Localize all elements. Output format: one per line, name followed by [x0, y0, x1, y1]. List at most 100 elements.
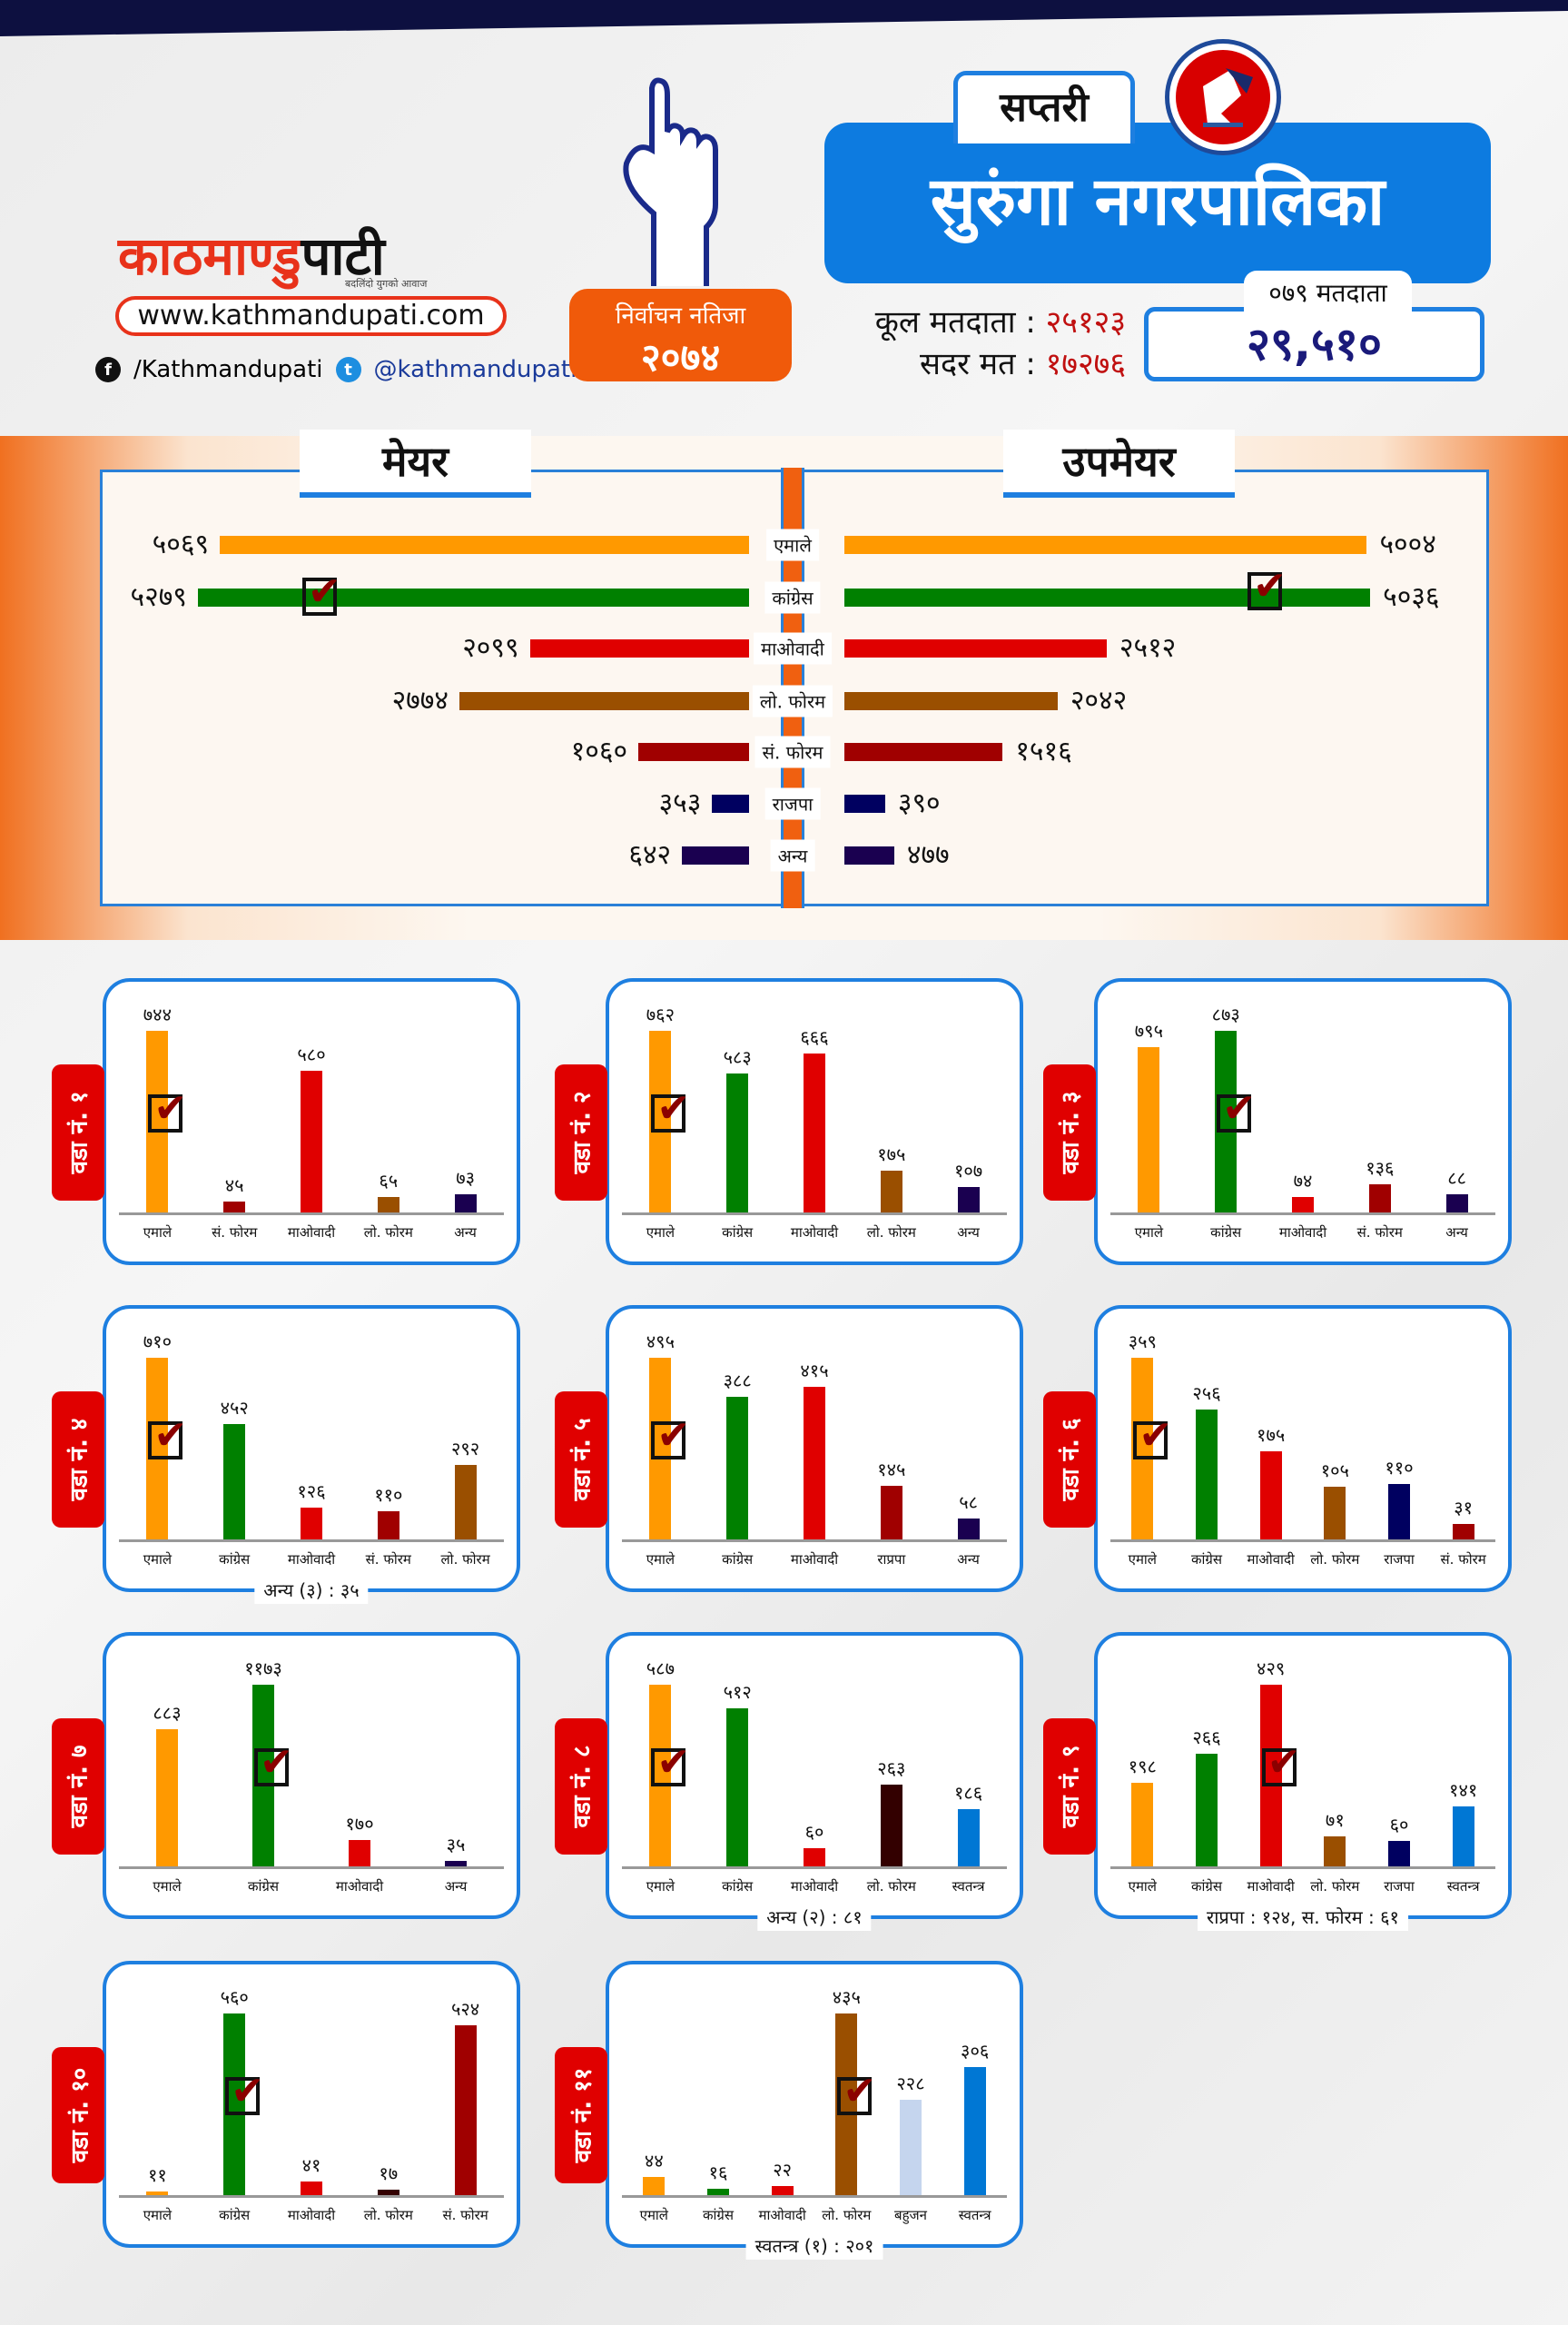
- party-label: कांग्रेस: [764, 581, 821, 614]
- ward-bar-value: १६: [708, 2161, 728, 2183]
- ward-bar-value: ५१२: [723, 1680, 752, 1703]
- ward-bar-value: २२: [773, 2158, 793, 2181]
- deputy-bar: [844, 536, 1367, 554]
- ward-bar: [1388, 1483, 1410, 1539]
- ward-bar: [1368, 1183, 1391, 1212]
- ward-bar-value: ७६२: [646, 1004, 675, 1025]
- facebook-icon: f: [95, 357, 121, 382]
- ward-bar-label: स्वतन्त्र: [958, 2207, 991, 2223]
- result-title: निर्वाचन नतिजा: [615, 302, 746, 330]
- mayor-bar-value: २०९९: [462, 632, 519, 664]
- ward-bar-value: ४९५: [646, 1331, 675, 1352]
- winner-check-icon: [225, 2068, 264, 2115]
- facebook-link[interactable]: /Kathmandupati: [133, 356, 323, 383]
- ward-title: वडा नं. ६: [1058, 1418, 1085, 1501]
- ward-bar-label: माओवादी: [1278, 1224, 1327, 1241]
- deputy-bar-value: २०४२: [1070, 685, 1128, 717]
- ward-bar-value: ७३: [456, 1167, 475, 1190]
- ward-bar-label: एमाले: [639, 2207, 668, 2223]
- deputy-bar-value: ५०३६: [1383, 581, 1440, 613]
- ward-bar-label: कांग्रेस: [1190, 1878, 1222, 1895]
- ward-bar: [900, 2100, 922, 2195]
- ward-title: वडा नं. ९: [1058, 1745, 1085, 1828]
- winner-check-icon: [148, 1412, 187, 1459]
- ward-bar: [1196, 1410, 1218, 1539]
- valid-votes-value: १७२७६: [1045, 346, 1126, 382]
- ward-bar-value: ११७३: [244, 1657, 282, 1679]
- ward-bar-value: ४५२: [220, 1396, 249, 1419]
- ward-bar-label: सं. फोरम: [1356, 1224, 1403, 1241]
- ward-bar-label: कांग्रेस: [722, 1224, 754, 1241]
- voters-079-label: ०७९ मतदाता: [1244, 271, 1412, 316]
- deputy-bar: [844, 692, 1058, 710]
- ward-card: [1094, 1632, 1512, 1919]
- ward-bar-label: सं. फोरम: [365, 1551, 411, 1568]
- ward-bar-value: ६०: [804, 1820, 824, 1843]
- ward-bar: [377, 2189, 399, 2195]
- mayor-bar: [459, 692, 749, 710]
- ward-bar-value: १२६: [297, 1479, 326, 1502]
- ward-bar-value: ३५९: [1128, 1331, 1157, 1352]
- ward-label-tab: वडा नं. २: [555, 1064, 607, 1201]
- ward-bar-label: माओवादी: [287, 1551, 336, 1568]
- party-label: सं. फोरम: [754, 736, 831, 768]
- deputy-bar-value: १५१६: [1015, 736, 1072, 767]
- ward-bar-label: माओवादी: [790, 1878, 839, 1895]
- ward-bar-value: ३१: [1454, 1496, 1474, 1519]
- ward-bar: [726, 1707, 749, 1866]
- ward-other-votes-note: राप्रपा : १२४, स. फोरम : ६१: [1198, 1903, 1408, 1931]
- ward-bar: [957, 1186, 980, 1212]
- website-link[interactable]: www.kathmandupati.com: [115, 296, 507, 336]
- ward-title: वडा नं. १०: [66, 2067, 94, 2163]
- ward-label-tab: वडा नं. ११: [555, 2047, 607, 2183]
- ward-bar: [1452, 1806, 1474, 1866]
- ward-bar-value: ३०६: [961, 2040, 990, 2063]
- ward-bar-label: एमाले: [143, 1551, 173, 1568]
- deputy-bar-value: ५००४: [1379, 529, 1436, 560]
- ward-bar: [1452, 1523, 1474, 1539]
- ward-label-tab: वडा नं. ५: [555, 1391, 607, 1528]
- ward-bar-value: ११०: [374, 1484, 403, 1506]
- ward-bar-value: ४२९: [1257, 1657, 1286, 1679]
- winner-check-icon: [148, 1085, 187, 1133]
- ward-bar-label: अन्य: [444, 1878, 468, 1895]
- party-label: राजपा: [764, 787, 821, 820]
- ward-title: वडा नं. ५: [569, 1418, 597, 1501]
- chart-baseline: [119, 2195, 504, 2198]
- ward-bar-label: स्वतन्त्र: [952, 1878, 985, 1895]
- ward-bar-label: माओवादी: [790, 1224, 839, 1241]
- deputy-bar-value: २५१२: [1119, 632, 1177, 664]
- ward-bar: [454, 2024, 477, 2195]
- ward-title: वडा नं. ११: [569, 2067, 597, 2163]
- ward-title: वडा नं. ४: [66, 1418, 94, 1501]
- ward-bar-label: कांग्रेस: [219, 2207, 251, 2223]
- ward-label-tab: वडा नं. १०: [52, 2047, 104, 2183]
- twitter-link[interactable]: @kathmandupati1: [373, 356, 592, 383]
- mayor-bar-value: ६४२: [628, 839, 672, 871]
- ward-bar: [377, 1196, 399, 1212]
- ward-bar-value: ४५: [224, 1173, 244, 1196]
- kathmandupati-logo: काठमाण्डुपाटी: [118, 218, 385, 290]
- logo-tagline: बदलिंदो युगको आवाज: [345, 278, 428, 290]
- ward-bar-label: माओवादी: [287, 1224, 336, 1241]
- ward-bar: [726, 1397, 749, 1539]
- ward-bar: [445, 1861, 467, 1866]
- result-year: २०७४: [640, 335, 721, 380]
- mayor-bar-value: ५२७९: [130, 581, 187, 613]
- ward-bar: [643, 2176, 666, 2195]
- ward-bar: [707, 2188, 729, 2195]
- ward-bar: [957, 1808, 980, 1866]
- ward-title: वडा नं. ८: [569, 1745, 597, 1828]
- ward-bar: [804, 1847, 825, 1866]
- ward-bar-value: ११०: [1385, 1456, 1414, 1479]
- ward-label-tab: वडा नं. ३: [1043, 1064, 1096, 1201]
- twitter-icon: t: [335, 357, 361, 382]
- ward-bar-label: लो. फोरम: [866, 1878, 916, 1895]
- ward-card: [606, 1961, 1023, 2248]
- ward-bar-label: माओवादी: [758, 2207, 806, 2223]
- ward-bar-value: ३५: [446, 1834, 466, 1856]
- ward-bar: [301, 1507, 322, 1539]
- party-label: लो. फोरम: [752, 685, 833, 717]
- ward-bar-value: २६६: [1192, 1726, 1221, 1748]
- ward-bar: [880, 1171, 902, 1212]
